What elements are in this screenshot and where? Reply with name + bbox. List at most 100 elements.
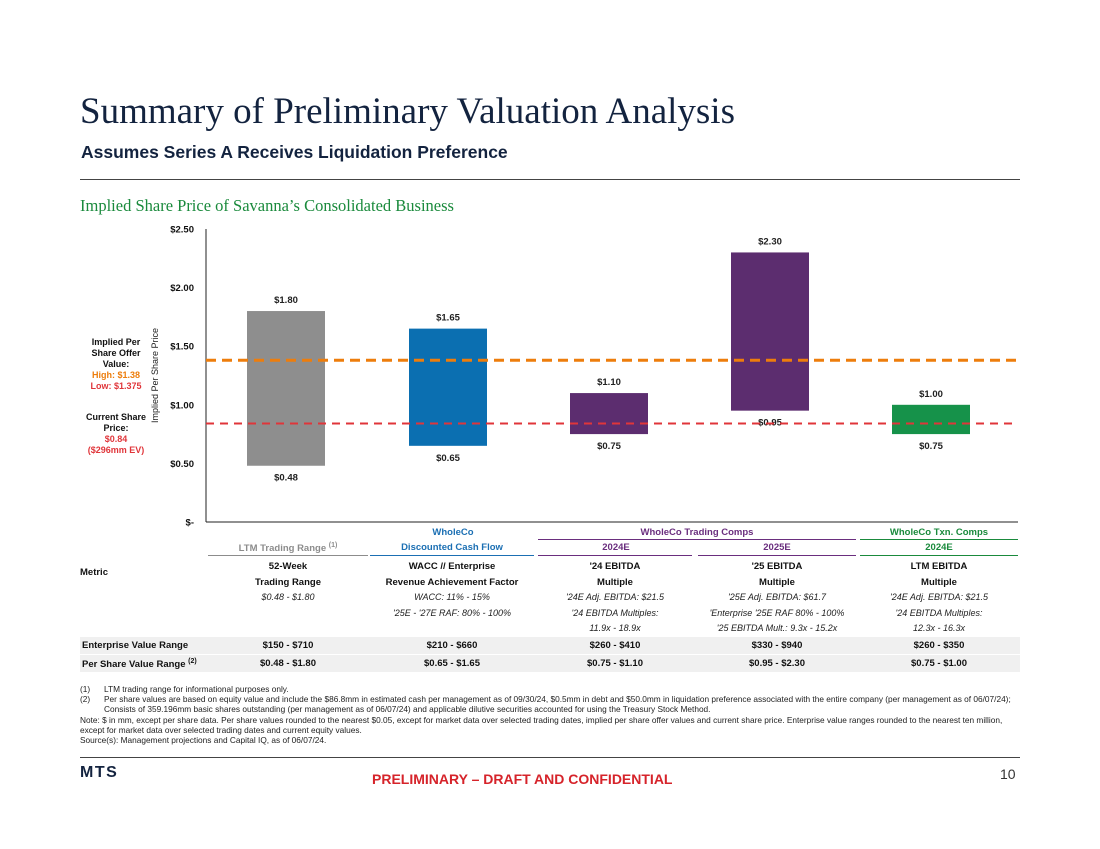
metric-2025e-l4: 'Enterprise '25E RAF 80% - 100% <box>709 607 845 618</box>
footnote-2-text: Per share values are based on equity val… <box>104 694 1011 715</box>
bar-low-label: $0.48 <box>274 473 298 484</box>
section-title: Implied Share Price of Savanna’s Consoli… <box>80 196 454 215</box>
metric-ltm-l1: 52-Week <box>268 561 308 572</box>
bar-high-label: $1.65 <box>436 313 460 324</box>
metric-2025e-l1: '25 EBITDA <box>751 561 803 572</box>
group-header-txn-comps: WholeCo Txn. Comps <box>889 527 989 538</box>
col-underline-2024e <box>538 555 692 556</box>
ev-range-row: Enterprise Value Range $150 - $710 $210 … <box>80 637 1020 654</box>
y-axis-title: Implied Per Share Price <box>150 328 160 423</box>
metric-cell-txn: LTM EBITDA Multiple '24E Adj. EBITDA: $2… <box>860 559 1018 637</box>
metric-2025e-l3: '25E Adj. EBITDA: $61.7 <box>728 592 826 602</box>
offer-label-line2: Share Offer <box>91 348 141 358</box>
range-bar <box>731 252 809 411</box>
bar-low-label: $0.75 <box>597 441 621 452</box>
ev-value-dcf: $210 - $660 <box>426 640 478 651</box>
offer-label-line1: Implied Per <box>91 337 141 347</box>
metric-dcf-l2: Revenue Achievement Factor <box>385 576 519 588</box>
metric-txn-l5: 12.3x - 16.3x <box>912 623 966 633</box>
metric-cell-dcf: WACC // Enterprise Revenue Achievement F… <box>370 559 534 621</box>
metric-2024e-l2: Multiple <box>597 576 633 588</box>
col-underline-dcf <box>370 555 534 556</box>
footnote-1: (1) LTM trading range for informational … <box>80 684 1020 694</box>
bar-high-label: $1.10 <box>597 377 621 388</box>
y-tick-label: $0.50 <box>170 459 194 470</box>
page-title: Summary of Preliminary Valuation Analysi… <box>80 91 735 132</box>
metric-dcf-l4: '25E - '27E RAF: 80% - 100% <box>393 607 511 618</box>
range-bar <box>247 311 325 466</box>
range-bar <box>409 328 487 446</box>
metric-2024e-l1: '24 EBITDA <box>589 561 641 572</box>
footnote-1-text: LTM trading range for informational purp… <box>104 684 289 694</box>
current-price-label: Current Share Price: $0.84 ($296mm EV) <box>76 412 156 456</box>
metric-cell-ltm: 52-Week Trading Range $0.48 - $1.80 <box>208 559 368 606</box>
metric-2024e-l5: 11.9x - 18.9x <box>589 623 641 633</box>
bar-low-label: $0.65 <box>436 453 460 464</box>
header-divider <box>80 179 1020 180</box>
ps-range-sup: (2) <box>188 658 197 665</box>
page-number: 10 <box>1000 766 1016 782</box>
footnote-source: Source(s): Management projections and Ca… <box>80 735 327 746</box>
metric-txn-l1: LTM EBITDA <box>910 561 968 572</box>
metric-ltm-l3: $0.48 - $1.80 <box>261 592 315 602</box>
col-header-2025e: 2025E <box>763 542 791 553</box>
metric-ltm-l2: Trading Range <box>255 576 321 588</box>
company-logo: MTS <box>80 764 119 781</box>
range-bar <box>892 404 970 435</box>
current-label-line1: Current Share <box>85 412 147 422</box>
group-header-trading-comps: WholeCo Trading Comps <box>640 527 754 538</box>
footer-divider <box>80 757 1020 758</box>
group-underline-trading-comps <box>538 539 856 540</box>
group-underline-txn-comps <box>860 539 1018 540</box>
metric-txn-l3: '24E Adj. EBITDA: $21.5 <box>890 592 988 602</box>
footnotes: (1) LTM trading range for informational … <box>80 684 1020 745</box>
col-underline-ltm <box>208 555 368 556</box>
range-bar <box>570 393 648 435</box>
col-header-dcf: Discounted Cash Flow <box>401 542 503 553</box>
page-subtitle: Assumes Series A Receives Liquidation Pr… <box>81 142 508 162</box>
ev-value-txn: $260 - $350 <box>913 640 965 651</box>
footnote-note: Note: $ in mm, except per share data. Pe… <box>80 714 1003 735</box>
current-price: $0.84 <box>104 434 128 444</box>
y-tick-label: $2.50 <box>170 225 194 236</box>
metric-dcf-l3: WACC: 11% - 15% <box>414 592 490 602</box>
col-header-txn-2024e: 2024E <box>925 542 953 553</box>
y-tick-label: $- <box>186 518 194 529</box>
metric-txn-l2: Multiple <box>921 576 957 588</box>
metric-cell-2024e: '24 EBITDA Multiple '24E Adj. EBITDA: $2… <box>536 559 694 637</box>
footnote-1-num: (1) <box>80 684 91 694</box>
offer-high: High: $1.38 <box>91 370 140 380</box>
ps-value-ltm: $0.48 - $1.80 <box>260 658 316 669</box>
ps-range-row: Per Share Value Range (2) $0.48 - $1.80 … <box>80 655 1020 672</box>
metric-2025e-l2: Multiple <box>759 576 795 588</box>
ev-value-2024e: $260 - $410 <box>589 640 641 651</box>
offer-label-line3: Value: <box>102 359 130 369</box>
ps-value-2025e: $0.95 - $2.30 <box>749 658 805 669</box>
metric-cell-2025e: '25 EBITDA Multiple '25E Adj. EBITDA: $6… <box>696 559 858 637</box>
y-tick-label: $1.00 <box>170 400 194 411</box>
y-tick-label: $1.50 <box>170 342 194 353</box>
metric-label: Metric <box>80 567 108 578</box>
bar-high-label: $1.00 <box>919 389 943 400</box>
offer-value-label: Implied Per Share Offer Value: High: $1.… <box>76 337 156 392</box>
ev-value-ltm: $150 - $710 <box>262 640 314 651</box>
offer-low: Low: $1.375 <box>90 381 142 391</box>
current-label-line2: Price: <box>103 423 129 433</box>
bar-high-label: $2.30 <box>758 236 782 247</box>
col-header-2024e: 2024E <box>602 542 630 553</box>
ps-value-2024e: $0.75 - $1.10 <box>587 658 643 669</box>
confidential-banner: PRELIMINARY – DRAFT AND CONFIDENTIAL <box>372 771 673 787</box>
metric-dcf-l1: WACC // Enterprise <box>408 561 496 572</box>
ps-range-label: Per Share Value Range <box>82 659 186 671</box>
metric-2025e-l5: '25 EBITDA Mult.: 9.3x - 15.2x <box>716 623 838 633</box>
metric-txn-l4: '24 EBITDA Multiples: <box>895 607 983 618</box>
metric-2024e-l3: '24E Adj. EBITDA: $21.5 <box>566 592 664 602</box>
ev-value-2025e: $330 - $940 <box>751 640 803 651</box>
ps-range-label-wrap: Per Share Value Range (2) <box>82 658 197 670</box>
ps-value-dcf: $0.65 - $1.65 <box>424 658 480 669</box>
current-ev: ($296mm EV) <box>87 445 145 455</box>
bar-low-label: $0.75 <box>919 441 943 452</box>
col-header-ltm: LTM Trading Range (1) <box>208 542 368 554</box>
ev-range-label: Enterprise Value Range <box>82 640 189 651</box>
col-underline-txn-2024e <box>860 555 1018 556</box>
